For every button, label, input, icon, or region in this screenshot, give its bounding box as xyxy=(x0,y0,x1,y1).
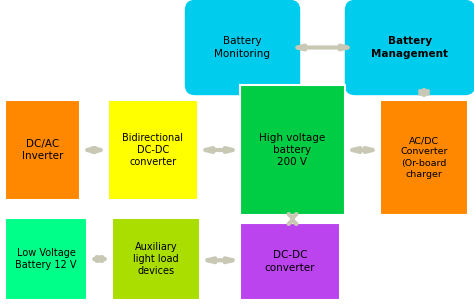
FancyBboxPatch shape xyxy=(184,0,301,96)
FancyBboxPatch shape xyxy=(5,100,80,200)
Text: Battery
Management: Battery Management xyxy=(372,36,448,59)
Text: Battery
Monitoring: Battery Monitoring xyxy=(215,36,271,59)
Text: Auxiliary
light load
devices: Auxiliary light load devices xyxy=(133,242,179,276)
Text: Bidirectional
DC-DC
converter: Bidirectional DC-DC converter xyxy=(122,133,183,167)
Text: DC-DC
converter: DC-DC converter xyxy=(265,250,315,273)
FancyBboxPatch shape xyxy=(5,218,87,300)
Text: AC/DC
Converter
(Or-board
charger: AC/DC Converter (Or-board charger xyxy=(400,136,448,179)
Text: DC/AC
Inverter: DC/AC Inverter xyxy=(22,139,63,161)
FancyBboxPatch shape xyxy=(108,100,198,200)
Text: Low Voltage
Battery 12 V: Low Voltage Battery 12 V xyxy=(15,248,77,270)
Text: High voltage
battery
200 V: High voltage battery 200 V xyxy=(259,133,326,167)
FancyBboxPatch shape xyxy=(240,85,345,215)
FancyBboxPatch shape xyxy=(112,218,200,300)
FancyBboxPatch shape xyxy=(380,100,468,215)
FancyBboxPatch shape xyxy=(344,0,474,96)
FancyBboxPatch shape xyxy=(240,223,340,300)
